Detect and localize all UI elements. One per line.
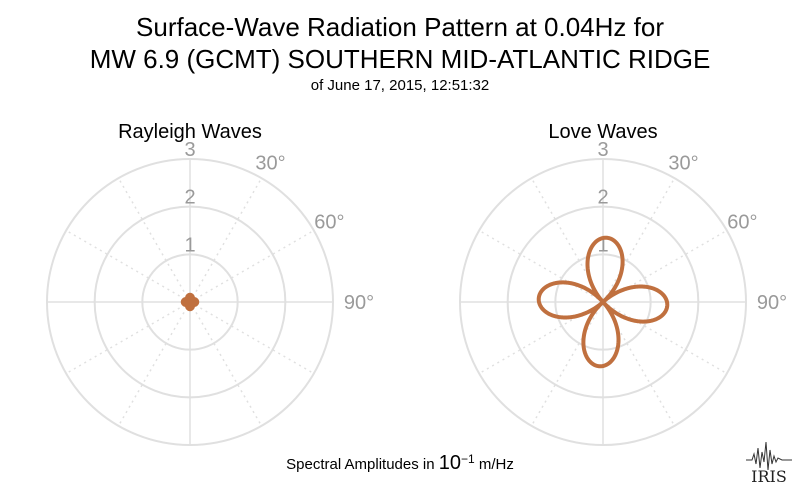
angle-tick-label: 60°	[314, 212, 344, 234]
grid-spoke-240	[65, 301, 191, 375]
grid-spoke-30	[189, 177, 263, 303]
radial-tick-label: 1	[184, 234, 195, 256]
radial-tick-label: 2	[597, 187, 608, 209]
grid-spoke-210	[117, 301, 191, 427]
radial-tick-label: 3	[597, 139, 608, 161]
radial-tick-label: 1	[597, 234, 608, 256]
grid-spoke-120	[189, 301, 315, 375]
seismogram-trace	[746, 441, 792, 471]
angle-tick-label: 30°	[668, 153, 698, 175]
panel-title: Love Waves	[548, 121, 657, 143]
caption-exponent: −1	[460, 452, 475, 466]
grid-spoke-60	[189, 229, 315, 303]
iris-logo-text: IRIS	[751, 467, 787, 486]
caption-unit: m/Hz	[474, 456, 514, 473]
grid-spoke-150	[189, 301, 263, 427]
grid-spoke-330	[117, 177, 191, 303]
radial-tick-label: 2	[184, 187, 195, 209]
panel-title: Rayleigh Waves	[118, 121, 262, 143]
radial-tick-label: 3	[184, 139, 195, 161]
caption-base: 10	[438, 452, 461, 474]
radiation-pattern-trace	[536, 235, 670, 369]
chart-title-line-2: MW 6.9 (GCMT) SOUTHERN MID-ATLANTIC RIDG…	[89, 44, 711, 74]
radiation-pattern-trace	[180, 292, 200, 312]
grid-spoke-300	[65, 229, 191, 303]
angle-tick-label: 30°	[255, 153, 285, 175]
caption-prefix: Spectral Amplitudes in	[286, 456, 439, 473]
iris-logo: IRIS	[746, 441, 792, 486]
angle-tick-label: 90°	[757, 292, 787, 314]
angle-tick-label: 60°	[727, 212, 757, 234]
chart-title-line-1: Surface-Wave Radiation Pattern at 0.04Hz…	[136, 12, 664, 42]
amplitude-units-caption: Spectral Amplitudes in 10−1 m/Hz	[0, 452, 800, 475]
chart-subtitle-date: of June 17, 2015, 12:51:32	[310, 77, 490, 94]
angle-tick-label: 90°	[344, 292, 374, 314]
